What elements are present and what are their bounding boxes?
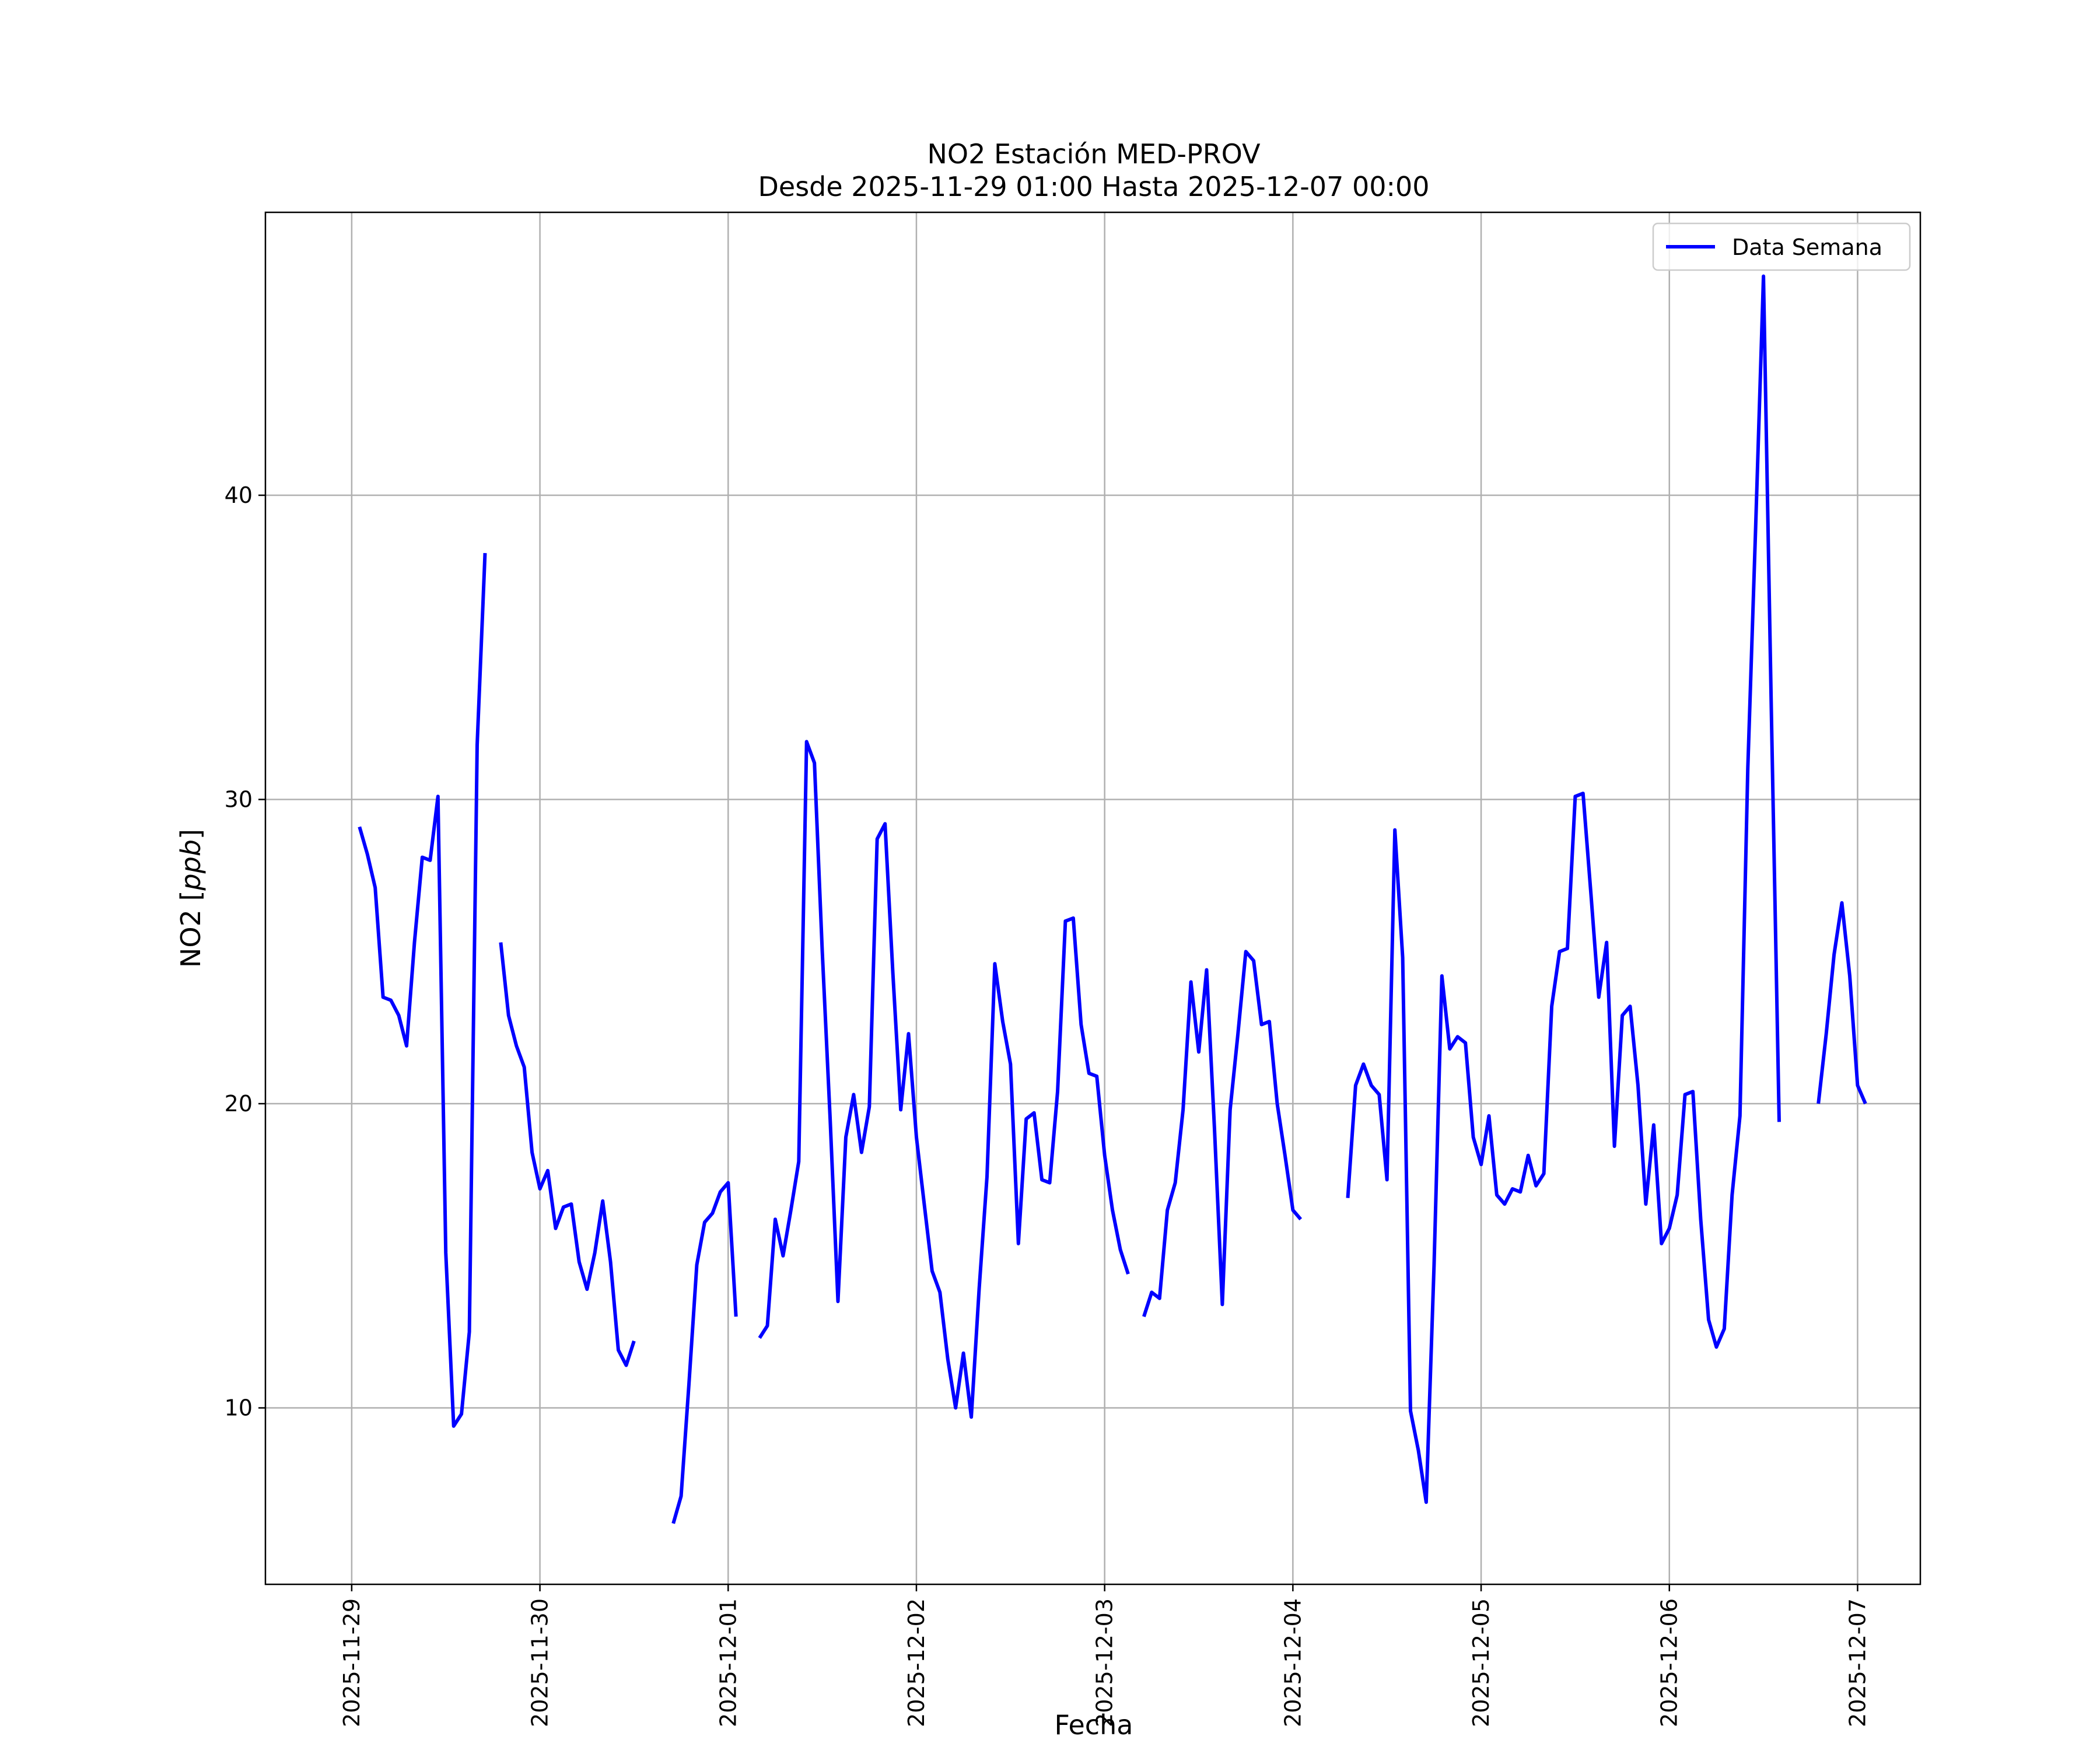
y-axis-label-close: ]: [175, 829, 206, 839]
x-axis-label: Fecha: [1055, 1709, 1133, 1741]
legend: Data Semana: [1652, 222, 1911, 271]
x-tick-label: 2025-11-30: [527, 1598, 553, 1727]
series-line-segment: [758, 740, 1130, 1419]
y-tick-label: 40: [225, 482, 253, 508]
y-tick-label: 30: [225, 787, 253, 813]
legend-label: Data Semana: [1732, 235, 1882, 260]
axis-ticks: 2025-11-29 2025-11-30 2025-12-01 2025-12-02…: [225, 482, 1871, 1727]
x-tick-label: 2025-12-05: [1468, 1598, 1494, 1727]
x-tick-label: 2025-12-06: [1657, 1598, 1682, 1727]
y-tick-label: 20: [225, 1091, 253, 1116]
series-line-segment: [671, 1181, 738, 1524]
x-tick-label: 2025-11-29: [339, 1598, 365, 1727]
y-axis-label-text: NO2 [: [175, 891, 206, 968]
series-line-segment: [358, 552, 487, 1428]
x-tick-label: 2025-12-07: [1845, 1598, 1870, 1727]
series-line-segment: [1142, 950, 1303, 1318]
legend-box: [1652, 222, 1911, 271]
y-axis-label-unit: ppb: [175, 839, 206, 891]
series-line-segment: [1346, 274, 1781, 1504]
x-tick-label: 2025-12-01: [715, 1598, 741, 1727]
x-tick-label: 2025-12-02: [904, 1598, 929, 1727]
y-axis-label: NO2 [ppb]: [175, 829, 206, 968]
series-layer: [358, 274, 1867, 1524]
grid-lines: [265, 212, 1920, 1584]
plot-frame: [264, 211, 1922, 1586]
chart-subtitle: Desde 2025-11-29 01:00 Hasta 2025-12-07 …: [758, 171, 1429, 202]
series-line-segment: [1817, 901, 1867, 1105]
x-tick-label: 2025-12-03: [1092, 1598, 1118, 1727]
chart-title: NO2 Estación MED-PROV: [927, 138, 1261, 170]
series-line-segment: [499, 942, 636, 1367]
x-tick-label: 2025-12-04: [1280, 1598, 1306, 1727]
y-tick-label: 10: [225, 1395, 253, 1421]
